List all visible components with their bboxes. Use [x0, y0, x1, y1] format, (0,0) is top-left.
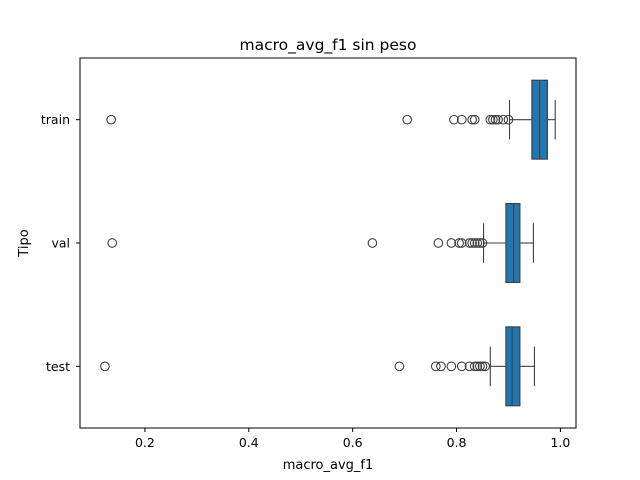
outlier-point [456, 361, 467, 372]
box-iqr [505, 202, 521, 284]
box-iqr [505, 326, 521, 407]
outlier-point [446, 361, 457, 372]
x-tick-label: 0.4 [239, 435, 259, 450]
x-axis-label: macro_avg_f1 [283, 458, 374, 473]
y-tick-label: train [41, 112, 70, 127]
outlier-point [480, 361, 490, 372]
outlier-point [436, 361, 446, 372]
box-group-train [106, 79, 556, 160]
outlier-point [100, 361, 110, 372]
outlier-point [498, 114, 509, 125]
outlier-point [367, 238, 378, 248]
outlier-point [446, 238, 457, 248]
y-tick-label: test [46, 359, 70, 374]
outlier-point [430, 361, 441, 372]
outlier-point [467, 238, 477, 248]
outlier-point [454, 238, 464, 248]
outlier-point [488, 114, 498, 125]
y-axis-label: Tipo [17, 229, 32, 257]
outlier-point [433, 238, 444, 248]
outlier-point [107, 238, 118, 248]
outlier-point [464, 361, 475, 372]
outlier-point [475, 361, 485, 372]
plot-frame [79, 57, 577, 429]
outlier-point [449, 114, 459, 125]
outlier-point [467, 114, 477, 125]
box-group-val [107, 202, 534, 284]
box-group-test [100, 326, 536, 407]
x-tick-label: 1.0 [550, 435, 570, 450]
plot-area: 0.2 0.4 0.6 0.8 1.0 train val test [41, 79, 570, 450]
outlier-point [475, 238, 485, 248]
x-tick-label: 0.8 [447, 435, 467, 450]
outlier-point [456, 238, 467, 248]
chart-title: macro_avg_f1 sin peso [240, 36, 417, 55]
outlier-point [477, 238, 488, 248]
outlier-point [106, 114, 117, 125]
x-tick-label: 0.2 [135, 435, 155, 450]
outlier-point [493, 114, 503, 125]
outlier-point [503, 114, 514, 125]
outlier-point [464, 238, 475, 248]
outlier-point [477, 361, 488, 372]
outlier-point [456, 114, 467, 125]
outlier-point [485, 114, 496, 125]
x-tick-label: 0.6 [343, 435, 363, 450]
outlier-point [402, 114, 413, 125]
outlier-point [469, 361, 480, 372]
outlier-point [490, 114, 501, 125]
outlier-point [469, 114, 480, 125]
outlier-point [472, 361, 483, 372]
outlier-point [472, 238, 483, 248]
y-tick-label: val [51, 236, 70, 251]
outlier-point [394, 361, 405, 372]
outlier-point [469, 238, 480, 248]
